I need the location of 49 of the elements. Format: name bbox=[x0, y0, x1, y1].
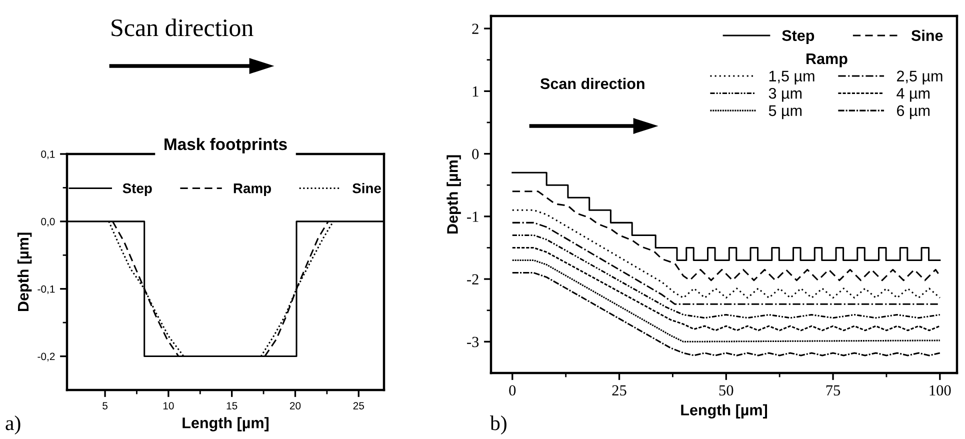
x-tick-label: 75 bbox=[826, 385, 840, 396]
y-tick-label: 1 bbox=[472, 86, 478, 96]
y-tick-label: 2 bbox=[472, 24, 478, 34]
x-axis-title: Length [µm] bbox=[182, 417, 269, 432]
x-tick-label: 0 bbox=[509, 385, 516, 396]
line-series bbox=[512, 260, 941, 342]
legend-label: Step bbox=[782, 30, 814, 44]
y-tick-label: 0,1 bbox=[41, 150, 55, 160]
line-series bbox=[512, 234, 941, 319]
x-tick-label: 5 bbox=[102, 402, 108, 410]
y-tick-label: -0,2 bbox=[38, 352, 55, 362]
text: b) bbox=[490, 416, 506, 434]
x-tick-label: 100 bbox=[930, 385, 951, 396]
x-tick-label: 10 bbox=[163, 402, 174, 410]
line-series bbox=[512, 172, 941, 262]
x-tick-label: 15 bbox=[226, 402, 238, 410]
legend-label: 4 µm bbox=[896, 88, 930, 102]
legend-label: Sine bbox=[352, 183, 381, 194]
x-tick-label: 50 bbox=[719, 385, 734, 396]
y-axis-title: Depth [µm] bbox=[17, 232, 32, 312]
y-tick-label: 0 bbox=[472, 148, 479, 160]
annotation: Scan direction bbox=[540, 78, 644, 90]
line-series bbox=[512, 190, 941, 282]
x-axis-title: Length [µm] bbox=[681, 404, 768, 419]
x-tick-label: 25 bbox=[353, 402, 364, 410]
x-tick-label: 20 bbox=[290, 402, 301, 410]
y-tick-label: -0,1 bbox=[38, 285, 55, 294]
line-series bbox=[512, 272, 941, 356]
y-tick-label: -3 bbox=[467, 336, 479, 348]
legend-title: Ramp bbox=[806, 54, 848, 68]
legend-label: Sine bbox=[911, 30, 943, 41]
text: a) bbox=[6, 416, 20, 434]
x-tick-label: 25 bbox=[612, 385, 626, 396]
line-series bbox=[512, 222, 941, 305]
legend-label: 6 µm bbox=[897, 105, 930, 120]
legend-label: Ramp bbox=[234, 184, 271, 196]
legend-label: 3 µm bbox=[768, 88, 802, 102]
line-series bbox=[512, 246, 941, 332]
line-series bbox=[512, 209, 941, 299]
text: Scan direction bbox=[112, 18, 254, 36]
y-tick-label: 0,0 bbox=[41, 218, 55, 227]
y-tick-label: -2 bbox=[467, 274, 478, 284]
legend-label: Step bbox=[122, 183, 152, 196]
legend-label: 5 µm bbox=[768, 105, 802, 120]
chart-title: Mask footprints bbox=[164, 138, 287, 154]
legend-label: 2,5 µm bbox=[897, 70, 942, 84]
y-tick-label: -1 bbox=[467, 212, 478, 222]
legend-label: 1,5 µm bbox=[769, 70, 814, 84]
y-axis-title: Depth [µm] bbox=[446, 155, 461, 234]
